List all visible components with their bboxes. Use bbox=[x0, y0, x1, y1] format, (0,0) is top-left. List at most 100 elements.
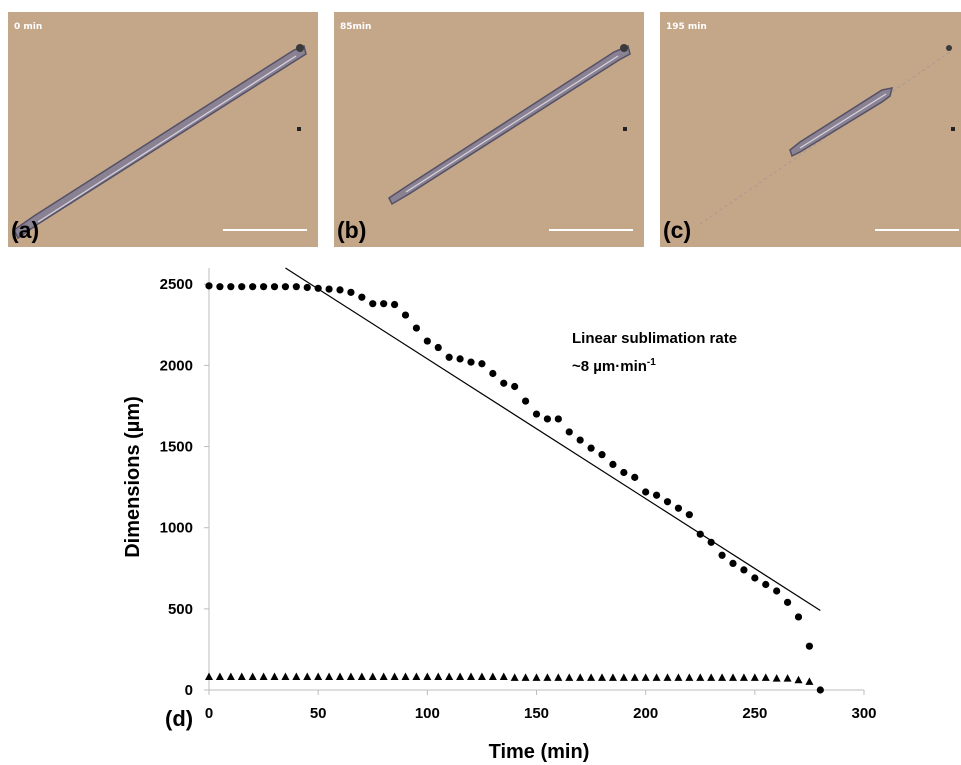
data-point-triangle bbox=[215, 672, 224, 681]
data-point-circle bbox=[303, 283, 311, 292]
micrograph-image-a bbox=[8, 12, 318, 247]
data-point-circle bbox=[674, 504, 683, 512]
data-point-triangle bbox=[532, 673, 541, 681]
data-point-circle bbox=[663, 498, 672, 506]
data-point-triangle bbox=[729, 673, 737, 681]
data-point-triangle bbox=[652, 673, 661, 681]
data-point-circle bbox=[565, 428, 573, 436]
data-point-circle bbox=[620, 468, 628, 477]
data-point-triangle bbox=[390, 672, 399, 681]
data-point-triangle bbox=[423, 672, 432, 681]
data-point-circle bbox=[696, 530, 704, 538]
series-length-markers bbox=[205, 282, 824, 694]
x-tick-label: 250 bbox=[742, 705, 767, 722]
data-point-circle bbox=[773, 587, 781, 595]
data-point-triangle bbox=[368, 672, 377, 681]
data-point-circle bbox=[707, 538, 715, 546]
data-point-triangle bbox=[412, 672, 421, 681]
data-point-triangle bbox=[336, 672, 344, 681]
data-point-triangle bbox=[226, 672, 235, 681]
data-point-triangle bbox=[270, 672, 279, 681]
data-point-triangle bbox=[445, 672, 454, 681]
annotation-line-2-superscript: -1 bbox=[647, 357, 656, 368]
data-point-circle bbox=[805, 642, 814, 650]
data-point-circle bbox=[652, 491, 661, 499]
data-point-triangle bbox=[761, 673, 770, 681]
time-label-c: 195 min bbox=[666, 22, 707, 32]
data-point-triangle bbox=[663, 673, 672, 681]
scale-bar-b bbox=[549, 229, 633, 231]
data-point-triangle bbox=[750, 673, 759, 681]
data-point-circle bbox=[456, 355, 464, 363]
data-point-circle bbox=[762, 580, 770, 589]
data-point-circle bbox=[718, 551, 726, 559]
data-point-triangle bbox=[619, 673, 628, 681]
y-tick-label: 500 bbox=[168, 601, 193, 618]
x-tick-label: 0 bbox=[205, 705, 213, 722]
data-point-circle bbox=[794, 613, 803, 621]
data-point-circle bbox=[238, 283, 246, 291]
x-tick-label: 300 bbox=[851, 705, 876, 722]
y-tick-label: 0 bbox=[185, 682, 193, 699]
data-point-triangle bbox=[696, 673, 705, 681]
micrograph-panel-b: 85min (b) bbox=[334, 12, 644, 247]
micrograph-image-c bbox=[660, 12, 961, 247]
data-point-circle bbox=[478, 360, 486, 368]
data-point-circle bbox=[445, 353, 453, 361]
data-point-triangle bbox=[456, 672, 465, 681]
data-point-circle bbox=[554, 415, 562, 423]
scale-bar-c bbox=[875, 229, 959, 231]
y-tick-label: 1000 bbox=[160, 520, 193, 537]
data-point-triangle bbox=[794, 675, 803, 684]
data-point-circle bbox=[685, 511, 693, 519]
annotation-line-2-text: ~8 µm·min bbox=[572, 358, 647, 375]
data-point-triangle bbox=[303, 672, 312, 681]
data-point-triangle bbox=[543, 673, 552, 681]
data-point-triangle bbox=[205, 672, 213, 681]
time-label-a: 0 min bbox=[14, 22, 43, 32]
data-point-triangle bbox=[325, 672, 334, 681]
data-point-triangle bbox=[674, 673, 683, 681]
data-point-circle bbox=[740, 566, 748, 574]
x-tick-label: 100 bbox=[415, 705, 440, 722]
micrograph-image-b bbox=[334, 12, 644, 247]
x-tick-label: 50 bbox=[310, 705, 327, 722]
data-point-triangle bbox=[237, 672, 246, 681]
linear-fit-line bbox=[285, 267, 821, 611]
data-point-circle bbox=[532, 410, 541, 418]
annotation-line-1: Linear sublimation rate bbox=[572, 330, 737, 347]
data-point-circle bbox=[347, 288, 355, 296]
data-point-triangle bbox=[783, 674, 792, 682]
x-axis-label: Time (min) bbox=[489, 741, 590, 763]
data-point-circle bbox=[467, 358, 475, 366]
micrograph-panel-c: 195 min (c) bbox=[660, 12, 961, 247]
data-point-circle bbox=[729, 559, 737, 568]
data-point-circle bbox=[816, 686, 824, 694]
panel-label-a: (a) bbox=[11, 217, 40, 243]
data-point-circle bbox=[270, 283, 279, 291]
data-point-triangle bbox=[587, 673, 596, 681]
data-point-circle bbox=[489, 369, 497, 378]
data-point-triangle bbox=[281, 672, 290, 681]
data-point-circle bbox=[631, 473, 639, 481]
data-point-circle bbox=[543, 415, 552, 423]
data-point-circle bbox=[227, 283, 235, 291]
data-point-circle bbox=[369, 300, 377, 308]
data-point-triangle bbox=[718, 673, 727, 681]
data-point-circle bbox=[292, 283, 300, 291]
data-point-circle bbox=[205, 282, 213, 290]
data-point-circle bbox=[281, 283, 290, 291]
data-point-triangle bbox=[379, 672, 388, 681]
data-point-circle bbox=[401, 311, 410, 319]
micrograph-panel-a: 0 min (a) bbox=[8, 12, 318, 247]
series-width-markers bbox=[205, 672, 814, 685]
data-point-triangle bbox=[641, 673, 650, 681]
data-point-triangle bbox=[292, 672, 301, 681]
y-tick-label: 1500 bbox=[160, 439, 193, 456]
data-point-circle bbox=[423, 337, 431, 345]
data-point-triangle bbox=[565, 673, 574, 681]
data-point-triangle bbox=[608, 673, 617, 681]
data-point-circle bbox=[511, 382, 519, 391]
panel-label-c: (c) bbox=[663, 217, 692, 243]
